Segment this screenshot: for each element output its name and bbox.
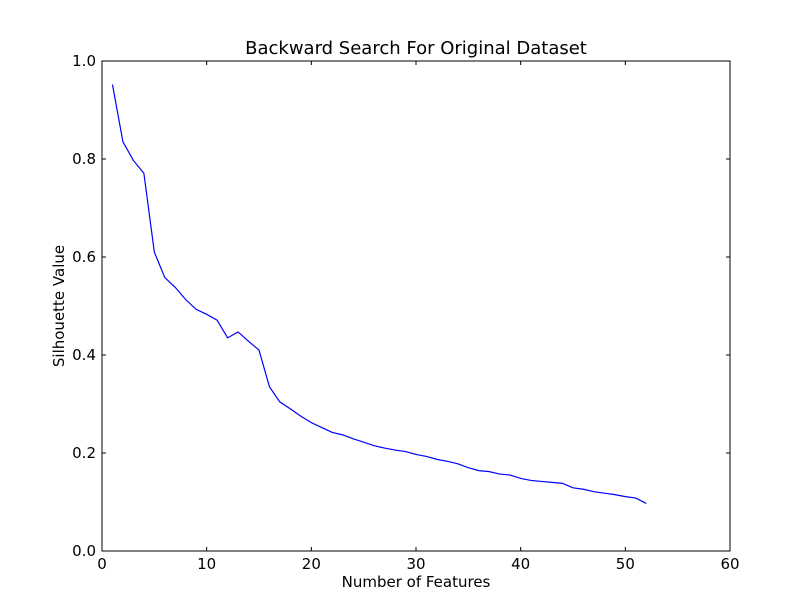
x-tick-label: 10 bbox=[197, 555, 216, 573]
x-tick-label: 0 bbox=[97, 555, 107, 573]
x-tick-label: 20 bbox=[302, 555, 321, 573]
x-tick-label: 40 bbox=[511, 555, 530, 573]
y-tick-label: 0.8 bbox=[72, 150, 96, 168]
chart-title: Backward Search For Original Dataset bbox=[245, 38, 587, 59]
y-tick-label: 1.0 bbox=[72, 52, 96, 70]
y-tick-label: 0.6 bbox=[72, 248, 96, 266]
y-tick-label: 0.4 bbox=[72, 346, 96, 364]
plot-area bbox=[102, 61, 730, 551]
series-layer bbox=[111, 84, 647, 505]
x-tick-label: 50 bbox=[616, 555, 635, 573]
y-axis-label: Silhouette Value bbox=[50, 245, 68, 367]
tick-layer: 0 10 20 30 40 50 60 0.0 0.2 0.4 0.6 0.8 1.0 bbox=[72, 52, 739, 573]
y-tick-label: 0.2 bbox=[72, 444, 96, 462]
series-line bbox=[111, 84, 647, 505]
y-tick-label: 0.0 bbox=[72, 542, 96, 560]
x-tick-label: 60 bbox=[720, 555, 739, 573]
x-axis-label: Number of Features bbox=[342, 573, 491, 591]
x-tick-label: 30 bbox=[406, 555, 425, 573]
